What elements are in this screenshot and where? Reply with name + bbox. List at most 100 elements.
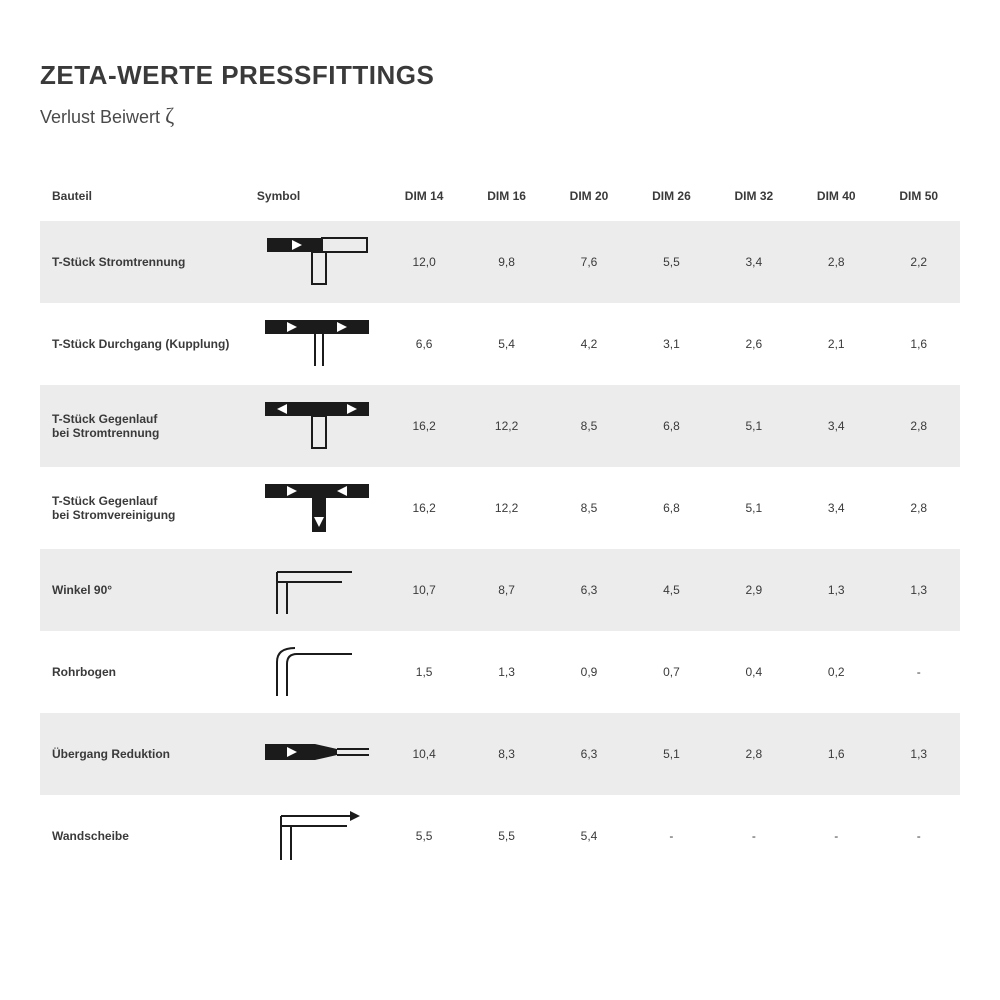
col-dim16: DIM 16 — [465, 179, 547, 221]
cell-value: 0,4 — [713, 631, 795, 713]
cell-value: 10,4 — [383, 713, 465, 795]
table-row: T-Stück Gegenlaufbei Stromvereinigung 16,… — [40, 467, 960, 549]
table-row: Wandscheibe5,55,55,4---- — [40, 795, 960, 877]
cell-symbol — [251, 795, 383, 877]
cell-value: 0,2 — [795, 631, 877, 713]
col-bauteil: Bauteil — [40, 179, 251, 221]
cell-value: - — [877, 795, 960, 877]
zeta-table: Bauteil Symbol DIM 14 DIM 16 DIM 20 DIM … — [40, 179, 960, 877]
cell-value: 3,1 — [630, 303, 712, 385]
table-row: Winkel 90°10,78,76,34,52,91,31,3 — [40, 549, 960, 631]
cell-bauteil: Rohrbogen — [40, 631, 251, 713]
col-dim50: DIM 50 — [877, 179, 960, 221]
cell-value: 2,8 — [877, 467, 960, 549]
cell-value: 16,2 — [383, 385, 465, 467]
cell-value: 5,1 — [713, 385, 795, 467]
cell-bauteil: Wandscheibe — [40, 795, 251, 877]
angle90-icon — [257, 560, 377, 620]
cell-value: 6,3 — [548, 549, 630, 631]
cell-bauteil: T-Stück Durchgang (Kupplung) — [40, 303, 251, 385]
table-row: T-Stück Stromtrennung 12,09,87,65,53,42,8… — [40, 221, 960, 303]
cell-value: 3,4 — [795, 385, 877, 467]
cell-value: 6,6 — [383, 303, 465, 385]
cell-symbol — [251, 549, 383, 631]
cell-symbol — [251, 303, 383, 385]
table-row: Rohrbogen1,51,30,90,70,40,2- — [40, 631, 960, 713]
cell-value: 8,5 — [548, 467, 630, 549]
cell-bauteil: Übergang Reduktion — [40, 713, 251, 795]
subtitle-prefix: Verlust Beiwert — [40, 107, 165, 127]
bend-icon — [257, 642, 377, 702]
cell-symbol — [251, 221, 383, 303]
cell-value: 8,3 — [465, 713, 547, 795]
cell-value: 0,9 — [548, 631, 630, 713]
cell-value: 5,1 — [713, 467, 795, 549]
cell-value: 2,8 — [713, 713, 795, 795]
cell-bauteil: T-Stück Stromtrennung — [40, 221, 251, 303]
t-counter-sep-icon — [257, 396, 377, 456]
cell-value: 6,3 — [548, 713, 630, 795]
cell-value: 1,6 — [877, 303, 960, 385]
zeta-symbol: ζ — [165, 103, 174, 128]
cell-value: 2,8 — [795, 221, 877, 303]
cell-symbol — [251, 631, 383, 713]
cell-bauteil: Winkel 90° — [40, 549, 251, 631]
cell-value: 2,1 — [795, 303, 877, 385]
cell-value: - — [630, 795, 712, 877]
page-subtitle: Verlust Beiwert ζ — [40, 103, 960, 129]
cell-symbol — [251, 467, 383, 549]
col-dim20: DIM 20 — [548, 179, 630, 221]
col-dim40: DIM 40 — [795, 179, 877, 221]
cell-value: 10,7 — [383, 549, 465, 631]
cell-value: 2,9 — [713, 549, 795, 631]
table-row: Übergang Reduktion 10,48,36,35,12,81,61,3 — [40, 713, 960, 795]
wall-icon — [257, 806, 377, 866]
cell-symbol — [251, 385, 383, 467]
table-header-row: Bauteil Symbol DIM 14 DIM 16 DIM 20 DIM … — [40, 179, 960, 221]
cell-value: 5,1 — [630, 713, 712, 795]
cell-value: 6,8 — [630, 385, 712, 467]
cell-value: 1,3 — [877, 549, 960, 631]
cell-value: 12,2 — [465, 467, 547, 549]
t-counter-join-icon — [257, 478, 377, 538]
cell-value: 1,3 — [877, 713, 960, 795]
cell-value: 5,5 — [383, 795, 465, 877]
t-pass-icon — [257, 314, 377, 374]
cell-symbol — [251, 713, 383, 795]
cell-value: 3,4 — [795, 467, 877, 549]
col-dim32: DIM 32 — [713, 179, 795, 221]
cell-bauteil: T-Stück Gegenlaufbei Stromtrennung — [40, 385, 251, 467]
cell-value: 5,5 — [465, 795, 547, 877]
cell-value: 3,4 — [713, 221, 795, 303]
cell-value: 6,8 — [630, 467, 712, 549]
cell-value: 1,5 — [383, 631, 465, 713]
cell-value: 16,2 — [383, 467, 465, 549]
cell-value: 8,5 — [548, 385, 630, 467]
table-row: T-Stück Gegenlaufbei Stromtrennung 16,212… — [40, 385, 960, 467]
cell-value: 5,4 — [465, 303, 547, 385]
cell-value: 1,3 — [465, 631, 547, 713]
cell-value: - — [795, 795, 877, 877]
table-row: T-Stück Durchgang (Kupplung) 6,65,44,23,1… — [40, 303, 960, 385]
cell-value: 4,2 — [548, 303, 630, 385]
cell-value: 1,6 — [795, 713, 877, 795]
cell-value: 9,8 — [465, 221, 547, 303]
cell-value: 4,5 — [630, 549, 712, 631]
cell-value: - — [877, 631, 960, 713]
cell-value: 7,6 — [548, 221, 630, 303]
col-dim26: DIM 26 — [630, 179, 712, 221]
cell-value: 2,8 — [877, 385, 960, 467]
cell-value: 5,5 — [630, 221, 712, 303]
cell-value: 12,0 — [383, 221, 465, 303]
cell-value: - — [713, 795, 795, 877]
cell-bauteil: T-Stück Gegenlaufbei Stromvereinigung — [40, 467, 251, 549]
page-title: ZETA-WERTE PRESSFITTINGS — [40, 60, 960, 91]
t-sep-icon — [257, 232, 377, 292]
cell-value: 2,2 — [877, 221, 960, 303]
col-dim14: DIM 14 — [383, 179, 465, 221]
reduction-icon — [257, 724, 377, 784]
cell-value: 5,4 — [548, 795, 630, 877]
cell-value: 2,6 — [713, 303, 795, 385]
cell-value: 12,2 — [465, 385, 547, 467]
cell-value: 1,3 — [795, 549, 877, 631]
